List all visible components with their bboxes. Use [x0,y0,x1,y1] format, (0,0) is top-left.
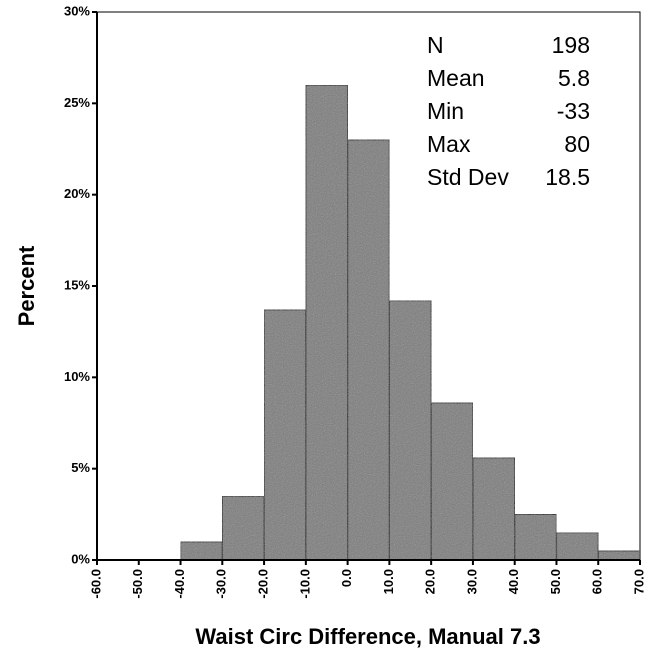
x-tick-label: -40.0 [172,569,187,599]
bar [179,541,223,561]
stat-value: -33 [557,98,590,124]
bar [514,513,558,561]
x-tick-label: 50.0 [548,569,563,594]
y-tick-label: 15% [64,277,90,292]
x-tick-label: -50.0 [130,569,145,599]
stat-label: Mean [427,65,485,91]
bar [347,139,390,561]
y-tick-label: 10% [64,369,90,384]
x-tick-label: 20.0 [423,569,438,594]
x-tick-label: 10.0 [381,569,396,594]
bar [555,531,599,561]
x-tick-label: 70.0 [631,569,646,594]
x-tick-label: -20.0 [256,569,271,599]
y-tick-label: 25% [64,95,90,110]
stat-value: 18.5 [545,164,590,190]
bar [221,495,265,561]
x-tick-label: 60.0 [590,569,605,594]
y-tick-label: 20% [64,186,90,201]
stat-label: Max [427,131,471,157]
stat-label: Min [427,98,464,124]
x-axis-title: Waist Circ Difference, Manual 7.3 [195,624,540,649]
stat-label: N [427,32,444,58]
stat-value: 198 [552,32,590,58]
y-tick-label: 30% [64,3,90,18]
stat-value: 5.8 [558,65,590,91]
x-tick-label: 30.0 [464,569,479,594]
bar [430,402,474,561]
bar [263,309,307,561]
x-tick-label: -60.0 [88,569,103,599]
bar [388,300,432,561]
x-tick-label: -30.0 [214,569,229,599]
y-tick-label: 5% [71,460,90,475]
bar [597,550,641,561]
bar [305,84,349,561]
stat-label: Std Dev [427,164,509,190]
bar [472,457,516,561]
x-tick-label: 40.0 [506,569,521,594]
y-axis-title: Percent [14,245,39,326]
y-tick-label: 0% [71,551,90,566]
x-tick-label: 0.0 [339,569,354,587]
x-tick-label: -10.0 [297,569,312,599]
stat-value: 80 [564,131,590,157]
